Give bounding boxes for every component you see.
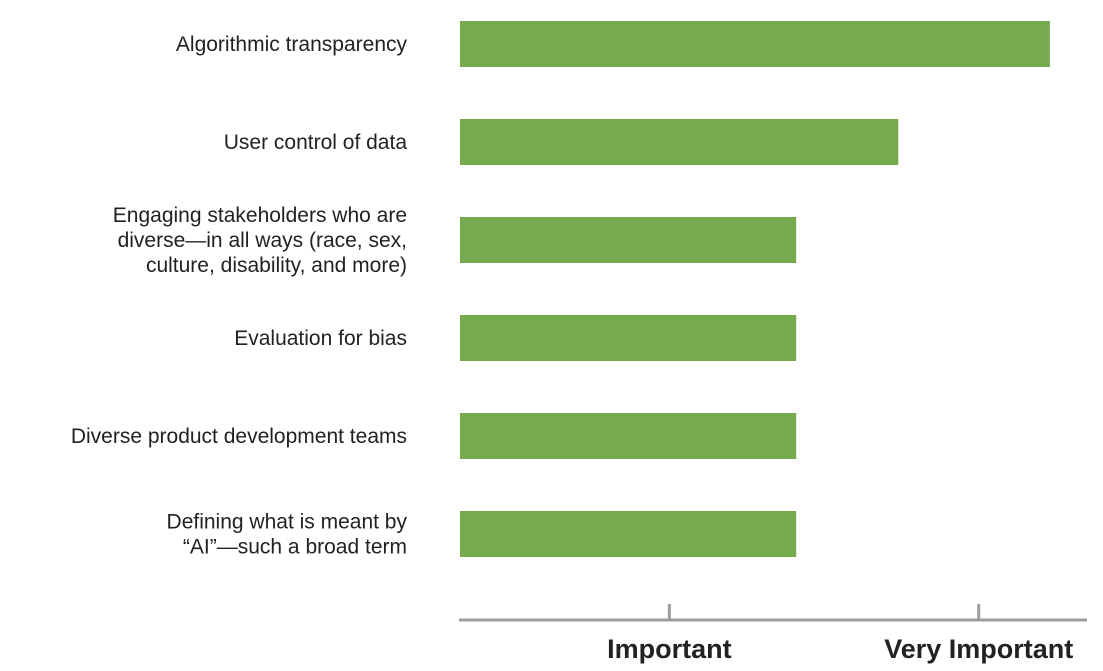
category-label: Algorithmic transparency — [176, 33, 408, 56]
category-label-line: Diverse product development teams — [71, 425, 407, 448]
bar — [460, 119, 899, 165]
category-label: User control of data — [224, 131, 408, 154]
x-tick-label: Important — [607, 634, 732, 664]
category-label-line: “AI”—such a broad term — [183, 536, 407, 559]
category-label: Engaging stakeholders who are diverse—in … — [113, 204, 407, 277]
bar — [460, 511, 797, 557]
category-label: Evaluation for bias — [234, 327, 407, 350]
category-label: Diverse product development teams — [71, 425, 407, 448]
category-label: Defining what is meant by “AI”—such a bro… — [167, 511, 408, 559]
category-label-line: Algorithmic transparency — [176, 33, 408, 56]
bar — [460, 413, 797, 459]
category-label-line: Evaluation for bias — [234, 327, 407, 350]
x-axis: Important Very Important — [459, 604, 1087, 664]
x-tick-label: Very Important — [884, 634, 1073, 664]
bar — [460, 217, 797, 263]
category-label-line: culture, disability, and more) — [146, 254, 407, 277]
category-labels-group: Algorithmic transparency User control of … — [71, 33, 408, 559]
category-label-line: diverse—in all ways (race, sex, — [118, 229, 407, 252]
bar — [460, 21, 1050, 67]
category-label-line: User control of data — [224, 131, 408, 154]
category-label-line: Engaging stakeholders who are — [113, 204, 407, 227]
category-label-line: Defining what is meant by — [167, 511, 408, 534]
bar — [460, 315, 797, 361]
bars-group — [460, 21, 1050, 557]
